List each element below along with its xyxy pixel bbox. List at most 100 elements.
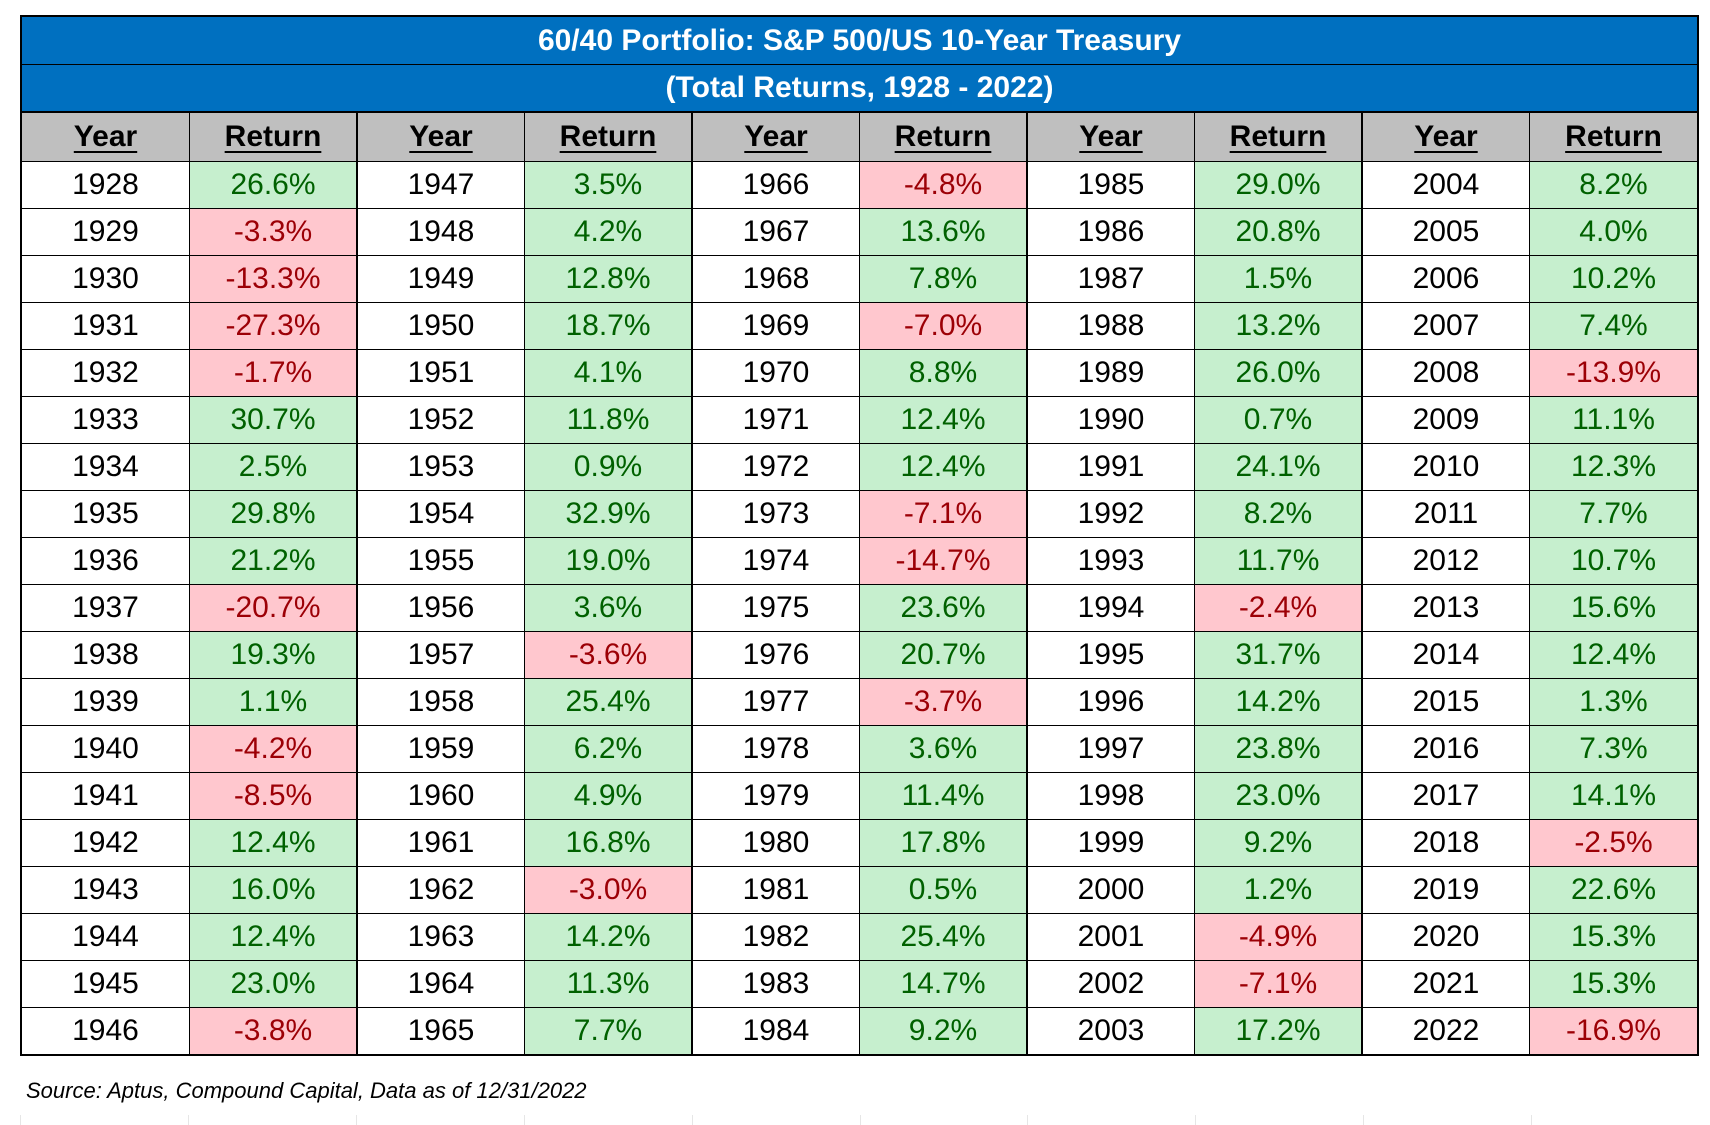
return-cell-negative: -13.9%	[1529, 348, 1697, 397]
year-cell: 1997	[1026, 724, 1195, 773]
column-header-label: Return	[894, 119, 992, 153]
year-cell: 1946	[22, 1006, 190, 1054]
column-header-label: Return	[559, 119, 657, 153]
year-cell: 2003	[1026, 1006, 1195, 1054]
year-cell: 1959	[356, 724, 525, 773]
return-cell-positive: 15.3%	[1529, 912, 1697, 961]
table-row: 1935 29.8% 1954 32.9% 1973 -7.1% 1992 8.2% 2011 7…	[22, 489, 1697, 538]
year-cell: 2016	[1361, 724, 1530, 773]
year-cell: 1983	[691, 959, 860, 1008]
table-title: 60/40 Portfolio: S&P 500/US 10-Year Trea…	[22, 17, 1697, 65]
year-cell: 1957	[356, 630, 525, 679]
year-cell: 1958	[356, 677, 525, 726]
column-header-return: Return	[1529, 113, 1697, 162]
return-cell-negative: -1.7%	[189, 348, 358, 397]
year-cell: 1943	[22, 865, 190, 914]
year-cell: 1944	[22, 912, 190, 961]
year-cell: 2019	[1361, 865, 1530, 914]
year-cell: 1966	[691, 160, 860, 209]
table-body: 1928 26.6% 1947 3.5% 1966 -4.8% 1985 29.0% 2004 8…	[22, 160, 1697, 1054]
year-cell: 1954	[356, 489, 525, 538]
year-cell: 1942	[22, 818, 190, 867]
year-cell: 2009	[1361, 395, 1530, 444]
column-header-return: Return	[189, 113, 358, 162]
return-cell-negative: -13.3%	[189, 254, 358, 303]
year-cell: 1937	[22, 583, 190, 632]
return-cell-positive: 23.8%	[1194, 724, 1363, 773]
year-cell: 1948	[356, 207, 525, 256]
year-cell: 1995	[1026, 630, 1195, 679]
return-cell-positive: 10.2%	[1529, 254, 1697, 303]
table-row: 1937 -20.7% 1956 3.6% 1975 23.6% 1994 -2.4% 2013…	[22, 583, 1697, 632]
year-cell: 2008	[1361, 348, 1530, 397]
return-cell-positive: 19.0%	[524, 536, 693, 585]
return-cell-positive: 7.4%	[1529, 301, 1697, 350]
return-cell-positive: 0.9%	[524, 442, 693, 491]
table-row: 1930 -13.3% 1949 12.8% 1968 7.8% 1987 1.5% 2006 1…	[22, 254, 1697, 303]
table-row: 1931 -27.3% 1950 18.7% 1969 -7.0% 1988 13.2% 200…	[22, 301, 1697, 350]
year-cell: 1964	[356, 959, 525, 1008]
year-cell: 1977	[691, 677, 860, 726]
return-cell-positive: 29.0%	[1194, 160, 1363, 209]
column-header-label: Return	[1229, 119, 1327, 153]
year-cell: 1953	[356, 442, 525, 491]
return-cell-positive: 3.6%	[524, 583, 693, 632]
table-row: 1941 -8.5% 1960 4.9% 1979 11.4% 1998 23.0% 2017 1…	[22, 771, 1697, 820]
return-cell-negative: -4.2%	[189, 724, 358, 773]
year-cell: 1950	[356, 301, 525, 350]
table-row: 1934 2.5% 1953 0.9% 1972 12.4% 1991 24.1% 2010 12…	[22, 442, 1697, 491]
return-cell-negative: -7.0%	[859, 301, 1028, 350]
return-cell-negative: -8.5%	[189, 771, 358, 820]
table-row: 1932 -1.7% 1951 4.1% 1970 8.8% 1989 26.0% 2008 -1…	[22, 348, 1697, 397]
return-cell-positive: 4.9%	[524, 771, 693, 820]
return-cell-positive: 20.7%	[859, 630, 1028, 679]
return-cell-positive: 3.5%	[524, 160, 693, 209]
year-cell: 2022	[1361, 1006, 1530, 1054]
year-cell: 1945	[22, 959, 190, 1008]
return-cell-positive: 11.7%	[1194, 536, 1363, 585]
return-cell-positive: 11.4%	[859, 771, 1028, 820]
return-cell-positive: 25.4%	[859, 912, 1028, 961]
return-cell-negative: -7.1%	[1194, 959, 1363, 1008]
return-cell-positive: 0.7%	[1194, 395, 1363, 444]
table-row: 1942 12.4% 1961 16.8% 1980 17.8% 1999 9.2% 2018-…	[22, 818, 1697, 867]
column-header-label: Year	[1414, 119, 1478, 153]
return-cell-positive: 30.7%	[189, 395, 358, 444]
year-cell: 2021	[1361, 959, 1530, 1008]
year-cell: 1991	[1026, 442, 1195, 491]
return-cell-positive: 15.6%	[1529, 583, 1697, 632]
year-cell: 2005	[1361, 207, 1530, 256]
return-cell-positive: 12.8%	[524, 254, 693, 303]
column-header-year: Year	[1361, 113, 1530, 162]
return-cell-positive: 29.8%	[189, 489, 358, 538]
year-cell: 1969	[691, 301, 860, 350]
year-cell: 2004	[1361, 160, 1530, 209]
return-cell-positive: 26.0%	[1194, 348, 1363, 397]
return-cell-negative: -27.3%	[189, 301, 358, 350]
return-cell-positive: 9.2%	[859, 1006, 1028, 1054]
year-cell: 2017	[1361, 771, 1530, 820]
return-cell-negative: -4.8%	[859, 160, 1028, 209]
return-cell-negative: -7.1%	[859, 489, 1028, 538]
year-cell: 1940	[22, 724, 190, 773]
year-cell: 2012	[1361, 536, 1530, 585]
year-cell: 2006	[1361, 254, 1530, 303]
returns-table-container: 60/40 Portfolio: S&P 500/US 10-Year Trea…	[20, 15, 1699, 1056]
year-cell: 2014	[1361, 630, 1530, 679]
table-row: 1936 21.2% 1955 19.0% 1974 -14.7% 1993 11.7% 201…	[22, 536, 1697, 585]
year-cell: 1929	[22, 207, 190, 256]
return-cell-positive: 22.6%	[1529, 865, 1697, 914]
column-header-label: Year	[744, 119, 808, 153]
year-cell: 1999	[1026, 818, 1195, 867]
year-cell: 1973	[691, 489, 860, 538]
year-cell: 2010	[1361, 442, 1530, 491]
year-cell: 1971	[691, 395, 860, 444]
year-cell: 1988	[1026, 301, 1195, 350]
return-cell-positive: 17.8%	[859, 818, 1028, 867]
year-cell: 1996	[1026, 677, 1195, 726]
return-cell-positive: 15.3%	[1529, 959, 1697, 1008]
return-cell-positive: 8.2%	[1529, 160, 1697, 209]
return-cell-positive: 24.1%	[1194, 442, 1363, 491]
year-cell: 2013	[1361, 583, 1530, 632]
return-cell-positive: 11.1%	[1529, 395, 1697, 444]
